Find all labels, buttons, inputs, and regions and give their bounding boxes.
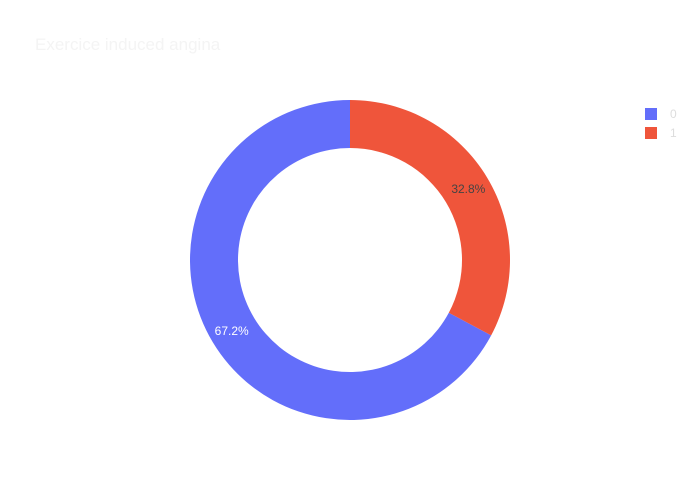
slice-label-0: 67.2% [215,324,249,338]
legend-swatch-0[interactable] [645,108,657,120]
legend-label-0[interactable]: 0 [670,107,677,121]
legend-label-1[interactable]: 1 [670,126,677,140]
donut-slice-1[interactable] [350,100,510,336]
chart-title: Exercice induced angina [35,35,221,54]
slice-labels: 67.2% 32.8% [215,182,486,338]
legend[interactable]: 01 [645,107,677,140]
donut-slice-0[interactable] [190,100,492,420]
slice-label-1: 32.8% [451,182,485,196]
donut-slices [190,100,510,420]
legend-swatch-1[interactable] [645,127,657,139]
